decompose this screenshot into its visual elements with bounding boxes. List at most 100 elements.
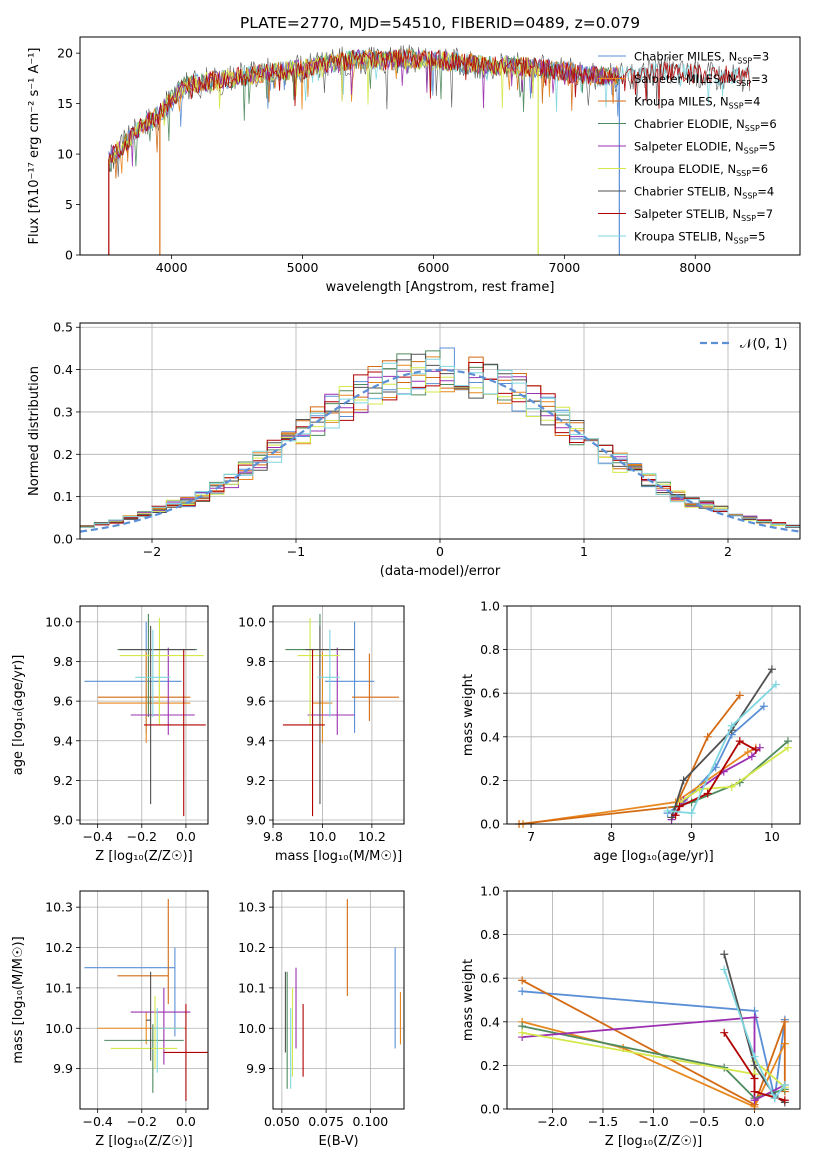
mass-weight-marker — [735, 691, 744, 700]
y-tick-label: 10.3 — [45, 900, 73, 915]
mass-weight-marker — [759, 702, 768, 711]
y-tick-label: 5 — [65, 197, 73, 212]
y-tick-label: 9.0 — [53, 813, 73, 828]
mass-weight-marker — [735, 737, 744, 746]
mass-weight-marker — [667, 813, 676, 822]
y-axis-label: Flux [fλ10⁻¹⁷ erg cm⁻² s⁻¹ A⁻¹] — [27, 48, 42, 245]
mass-weight-series — [670, 747, 761, 821]
y-tick-label: 0.8 — [480, 642, 500, 657]
x-tick-label: −0.5 — [689, 1114, 719, 1129]
legend-entry: Chabrier MILES, NSSP=3 — [634, 50, 769, 66]
mass_vs_Z-axes: −0.4 −0.2 0.0 9.9 10.0 10.1 10.2 10.3 Z [log₁₀(Z… — [11, 891, 208, 1149]
figure-title: PLATE=2770, MJD=54510, FIBERID=0489, z=0… — [240, 14, 640, 32]
mass-weight-series — [670, 668, 773, 818]
y-tick-label: 9.0 — [246, 813, 266, 828]
mass-weight-marker — [679, 776, 688, 785]
y-tick-label: 9.6 — [53, 694, 73, 709]
mass-weight-series — [522, 990, 786, 1099]
mass-weight-marker — [727, 782, 736, 791]
legend-entry: Kroupa MILES, NSSP=4 — [634, 95, 760, 111]
x-tick-label: −2 — [143, 544, 161, 559]
x-tick-label: 10.0 — [309, 829, 337, 844]
mass-weight-marker — [780, 1017, 789, 1026]
x-tick-label: 4000 — [156, 260, 188, 275]
age_vs_mass-axes: 9.8 10.0 10.2 9.0 9.2 9.4 9.6 9.8 10.0 mass [log₁… — [238, 606, 404, 864]
mass-weight-marker — [663, 806, 672, 815]
mass-weight-marker — [727, 721, 736, 730]
mass_vs_ebv-axes: 0.050 0.075 0.100 9.9 10.0 10.1 10.2 10.3 E(B-V) — [238, 891, 404, 1149]
y-tick-label: 0.2 — [53, 447, 73, 462]
mass-weight-series — [723, 969, 786, 1100]
mass-weight-marker — [780, 1096, 789, 1105]
x-tick-label: −1.0 — [638, 1114, 668, 1129]
mass_weight_vs_Z-axes: −2.0 −1.5 −1.0 −0.5 0.0 0.0 0.2 0.4 0.6 0.8 1.0 Z [… — [461, 884, 800, 1149]
x-tick-label: 0.0 — [176, 1114, 196, 1129]
mass-weight-series — [679, 746, 789, 803]
mass_vs_ebv-frame — [272, 890, 405, 1110]
legend-entry: Chabrier ELODIE, NSSP=6 — [634, 117, 777, 133]
y-tick-label: 0 — [65, 248, 73, 263]
x-tick-label: 7 — [527, 829, 535, 844]
x-axis-label: (data-model)/error — [380, 564, 501, 579]
residuals-axes: −2 −1 0 1 2 0.0 0.1 0.2 0.3 0.4 0.5 (data-model)/er… — [27, 320, 801, 579]
y-tick-label: 10.0 — [45, 614, 73, 629]
y-axis-label: mass [log₁₀(M/M☉)] — [11, 936, 26, 1063]
mass_weight_vs_age-frame — [506, 605, 801, 825]
x-tick-label: 0.0 — [176, 829, 196, 844]
mass-weight-marker — [750, 1061, 759, 1070]
x-tick-label: 8000 — [679, 260, 711, 275]
x-tick-label: 0 — [436, 544, 444, 559]
mass-weight-marker — [720, 965, 729, 974]
x-axis-label: mass [log₁₀(M/M☉)] — [275, 849, 402, 864]
x-tick-label: 8 — [607, 829, 615, 844]
y-tick-label: 9.2 — [53, 773, 73, 788]
age_vs_Z-frame — [79, 605, 209, 825]
y-tick-label: 0.0 — [53, 532, 73, 547]
y-tick-label: 0.5 — [53, 320, 73, 335]
mass-weight-series — [522, 746, 757, 825]
y-tick-label: 9.6 — [246, 694, 266, 709]
mass-weight-marker — [750, 1052, 759, 1061]
y-tick-label: 0.1 — [53, 489, 73, 504]
y-axis-label: Normed distribution — [27, 366, 42, 496]
x-tick-label: −2.0 — [537, 1114, 567, 1129]
histogram-series — [80, 358, 800, 530]
mass-weight-marker — [720, 950, 729, 959]
y-tick-label: 10.1 — [238, 980, 266, 995]
mass_weight_vs_Z-frame — [506, 890, 801, 1110]
age_vs_mass-frame — [272, 605, 405, 825]
spectrum-axes: 4000 5000 6000 7000 8000 0 5 10 15 20 wavelength [… — [27, 44, 751, 295]
y-tick-label: 0.2 — [480, 1058, 500, 1073]
mass-weight-series — [675, 740, 789, 808]
y-tick-label: 10.2 — [45, 940, 73, 955]
y-tick-label: 10.0 — [238, 1021, 266, 1036]
y-tick-label: 10.2 — [238, 940, 266, 955]
x-tick-label: −0.4 — [82, 1114, 112, 1129]
x-tick-label: −1 — [287, 544, 305, 559]
y-tick-label: 10 — [57, 147, 73, 162]
mass_vs_Z-frame — [79, 890, 209, 1110]
y-tick-label: 10.0 — [238, 614, 266, 629]
y-tick-label: 0.4 — [480, 729, 500, 744]
legend-entry: Kroupa STELIB, NSSP=5 — [634, 230, 765, 246]
y-tick-label: 0.0 — [480, 1102, 500, 1117]
y-tick-label: 9.4 — [53, 733, 73, 748]
mass-weight-marker — [687, 809, 696, 818]
y-axis-label: mass weight — [461, 674, 476, 756]
mass-weight-marker — [703, 789, 712, 798]
residuals-frame — [79, 322, 801, 540]
y-tick-label: 9.8 — [246, 654, 266, 669]
mass-weight-marker — [750, 1096, 759, 1105]
x-tick-label: 5000 — [287, 260, 319, 275]
y-tick-label: 0.4 — [53, 362, 73, 377]
spectrum-series-line — [108, 49, 539, 168]
age_vs_Z-axes: −0.4 −0.2 0.0 9.0 9.2 9.4 9.6 9.8 10.0 Z [log₁₀(Z… — [11, 606, 208, 864]
x-axis-label: E(B-V) — [318, 1134, 358, 1149]
mass-weight-series — [667, 683, 777, 815]
mass-weight-marker — [518, 1028, 527, 1037]
mass-weight-series — [522, 1025, 786, 1100]
mass-weight-series — [518, 694, 741, 825]
x-tick-label: 1 — [580, 544, 588, 559]
mass-weight-marker — [518, 987, 527, 996]
